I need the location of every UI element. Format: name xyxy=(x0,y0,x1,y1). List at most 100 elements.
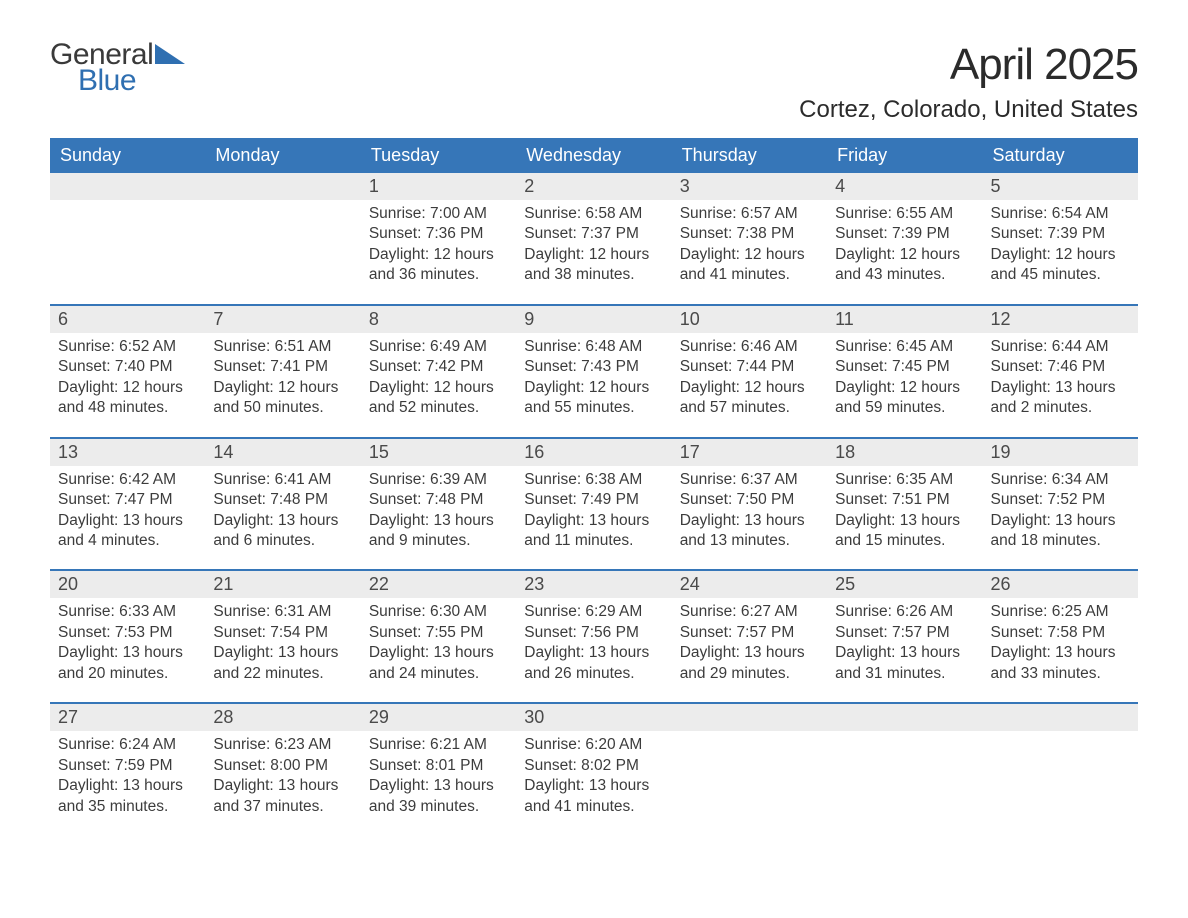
day-cell xyxy=(50,173,205,304)
daylight-text: Daylight: 12 hours and 50 minutes. xyxy=(213,378,352,419)
day-body: Sunrise: 6:33 AMSunset: 7:53 PMDaylight:… xyxy=(50,598,205,684)
daylight-text: Daylight: 12 hours and 59 minutes. xyxy=(835,378,974,419)
sunrise-text: Sunrise: 6:23 AM xyxy=(213,735,352,755)
sunrise-text: Sunrise: 6:39 AM xyxy=(369,470,508,490)
day-body: Sunrise: 6:38 AMSunset: 7:49 PMDaylight:… xyxy=(516,466,671,552)
day-cell: 11Sunrise: 6:45 AMSunset: 7:45 PMDayligh… xyxy=(827,306,982,437)
day-number: 23 xyxy=(516,571,671,598)
day-body: Sunrise: 6:48 AMSunset: 7:43 PMDaylight:… xyxy=(516,333,671,419)
weeks-container: 1Sunrise: 7:00 AMSunset: 7:36 PMDaylight… xyxy=(50,173,1138,835)
daylight-text: Daylight: 13 hours and 24 minutes. xyxy=(369,643,508,684)
sunrise-text: Sunrise: 6:33 AM xyxy=(58,602,197,622)
sunset-text: Sunset: 7:48 PM xyxy=(213,490,352,510)
daylight-text: Daylight: 13 hours and 11 minutes. xyxy=(524,511,663,552)
day-cell: 14Sunrise: 6:41 AMSunset: 7:48 PMDayligh… xyxy=(205,439,360,570)
day-number xyxy=(205,173,360,200)
day-number: 29 xyxy=(361,704,516,731)
day-body: Sunrise: 6:58 AMSunset: 7:37 PMDaylight:… xyxy=(516,200,671,286)
day-body: Sunrise: 6:21 AMSunset: 8:01 PMDaylight:… xyxy=(361,731,516,817)
day-body: Sunrise: 6:54 AMSunset: 7:39 PMDaylight:… xyxy=(983,200,1138,286)
day-number: 4 xyxy=(827,173,982,200)
logo: General Blue xyxy=(50,40,185,96)
day-cell: 17Sunrise: 6:37 AMSunset: 7:50 PMDayligh… xyxy=(672,439,827,570)
dow-saturday: Saturday xyxy=(983,138,1138,173)
day-number: 26 xyxy=(983,571,1138,598)
sunset-text: Sunset: 7:59 PM xyxy=(58,756,197,776)
day-body: Sunrise: 6:57 AMSunset: 7:38 PMDaylight:… xyxy=(672,200,827,286)
sunrise-text: Sunrise: 6:54 AM xyxy=(991,204,1130,224)
dow-friday: Friday xyxy=(827,138,982,173)
sunrise-text: Sunrise: 6:58 AM xyxy=(524,204,663,224)
day-body: Sunrise: 7:00 AMSunset: 7:36 PMDaylight:… xyxy=(361,200,516,286)
sunset-text: Sunset: 7:57 PM xyxy=(680,623,819,643)
daylight-text: Daylight: 12 hours and 48 minutes. xyxy=(58,378,197,419)
sunset-text: Sunset: 7:46 PM xyxy=(991,357,1130,377)
day-body: Sunrise: 6:49 AMSunset: 7:42 PMDaylight:… xyxy=(361,333,516,419)
sunset-text: Sunset: 8:01 PM xyxy=(369,756,508,776)
sunrise-text: Sunrise: 6:37 AM xyxy=(680,470,819,490)
day-cell: 28Sunrise: 6:23 AMSunset: 8:00 PMDayligh… xyxy=(205,704,360,835)
logo-word2: Blue xyxy=(78,66,185,96)
day-body: Sunrise: 6:39 AMSunset: 7:48 PMDaylight:… xyxy=(361,466,516,552)
sunrise-text: Sunrise: 6:44 AM xyxy=(991,337,1130,357)
daylight-text: Daylight: 12 hours and 36 minutes. xyxy=(369,245,508,286)
calendar: Sunday Monday Tuesday Wednesday Thursday… xyxy=(50,138,1138,835)
sunset-text: Sunset: 7:39 PM xyxy=(991,224,1130,244)
sunrise-text: Sunrise: 6:52 AM xyxy=(58,337,197,357)
sunset-text: Sunset: 7:56 PM xyxy=(524,623,663,643)
day-body: Sunrise: 6:55 AMSunset: 7:39 PMDaylight:… xyxy=(827,200,982,286)
sunset-text: Sunset: 7:49 PM xyxy=(524,490,663,510)
day-cell: 24Sunrise: 6:27 AMSunset: 7:57 PMDayligh… xyxy=(672,571,827,702)
day-number: 6 xyxy=(50,306,205,333)
day-body: Sunrise: 6:35 AMSunset: 7:51 PMDaylight:… xyxy=(827,466,982,552)
title-block: April 2025 Cortez, Colorado, United Stat… xyxy=(799,40,1138,134)
day-cell xyxy=(205,173,360,304)
day-number: 27 xyxy=(50,704,205,731)
day-number: 25 xyxy=(827,571,982,598)
daylight-text: Daylight: 13 hours and 18 minutes. xyxy=(991,511,1130,552)
day-cell: 7Sunrise: 6:51 AMSunset: 7:41 PMDaylight… xyxy=(205,306,360,437)
daylight-text: Daylight: 12 hours and 57 minutes. xyxy=(680,378,819,419)
day-cell xyxy=(672,704,827,835)
day-number: 7 xyxy=(205,306,360,333)
daylight-text: Daylight: 12 hours and 52 minutes. xyxy=(369,378,508,419)
day-cell: 22Sunrise: 6:30 AMSunset: 7:55 PMDayligh… xyxy=(361,571,516,702)
dow-thursday: Thursday xyxy=(672,138,827,173)
day-number xyxy=(827,704,982,731)
day-body: Sunrise: 6:51 AMSunset: 7:41 PMDaylight:… xyxy=(205,333,360,419)
daylight-text: Daylight: 13 hours and 4 minutes. xyxy=(58,511,197,552)
day-cell: 16Sunrise: 6:38 AMSunset: 7:49 PMDayligh… xyxy=(516,439,671,570)
dow-tuesday: Tuesday xyxy=(361,138,516,173)
day-body: Sunrise: 6:46 AMSunset: 7:44 PMDaylight:… xyxy=(672,333,827,419)
day-number: 5 xyxy=(983,173,1138,200)
day-cell: 19Sunrise: 6:34 AMSunset: 7:52 PMDayligh… xyxy=(983,439,1138,570)
day-cell: 5Sunrise: 6:54 AMSunset: 7:39 PMDaylight… xyxy=(983,173,1138,304)
daylight-text: Daylight: 13 hours and 31 minutes. xyxy=(835,643,974,684)
location-subtitle: Cortez, Colorado, United States xyxy=(799,96,1138,124)
sunrise-text: Sunrise: 6:49 AM xyxy=(369,337,508,357)
day-body: Sunrise: 6:23 AMSunset: 8:00 PMDaylight:… xyxy=(205,731,360,817)
day-number: 11 xyxy=(827,306,982,333)
day-body: Sunrise: 6:25 AMSunset: 7:58 PMDaylight:… xyxy=(983,598,1138,684)
day-cell: 23Sunrise: 6:29 AMSunset: 7:56 PMDayligh… xyxy=(516,571,671,702)
sunrise-text: Sunrise: 6:25 AM xyxy=(991,602,1130,622)
sunrise-text: Sunrise: 7:00 AM xyxy=(369,204,508,224)
day-body: Sunrise: 6:31 AMSunset: 7:54 PMDaylight:… xyxy=(205,598,360,684)
week-row: 1Sunrise: 7:00 AMSunset: 7:36 PMDaylight… xyxy=(50,173,1138,304)
daylight-text: Daylight: 13 hours and 13 minutes. xyxy=(680,511,819,552)
daylight-text: Daylight: 13 hours and 9 minutes. xyxy=(369,511,508,552)
sunrise-text: Sunrise: 6:34 AM xyxy=(991,470,1130,490)
day-body: Sunrise: 6:44 AMSunset: 7:46 PMDaylight:… xyxy=(983,333,1138,419)
day-body: Sunrise: 6:37 AMSunset: 7:50 PMDaylight:… xyxy=(672,466,827,552)
daylight-text: Daylight: 13 hours and 35 minutes. xyxy=(58,776,197,817)
daylight-text: Daylight: 13 hours and 2 minutes. xyxy=(991,378,1130,419)
day-body: Sunrise: 6:29 AMSunset: 7:56 PMDaylight:… xyxy=(516,598,671,684)
day-body: Sunrise: 6:27 AMSunset: 7:57 PMDaylight:… xyxy=(672,598,827,684)
sunset-text: Sunset: 7:48 PM xyxy=(369,490,508,510)
week-row: 20Sunrise: 6:33 AMSunset: 7:53 PMDayligh… xyxy=(50,569,1138,702)
day-number: 8 xyxy=(361,306,516,333)
sunset-text: Sunset: 7:54 PM xyxy=(213,623,352,643)
day-number: 18 xyxy=(827,439,982,466)
daylight-text: Daylight: 13 hours and 33 minutes. xyxy=(991,643,1130,684)
sunset-text: Sunset: 7:37 PM xyxy=(524,224,663,244)
